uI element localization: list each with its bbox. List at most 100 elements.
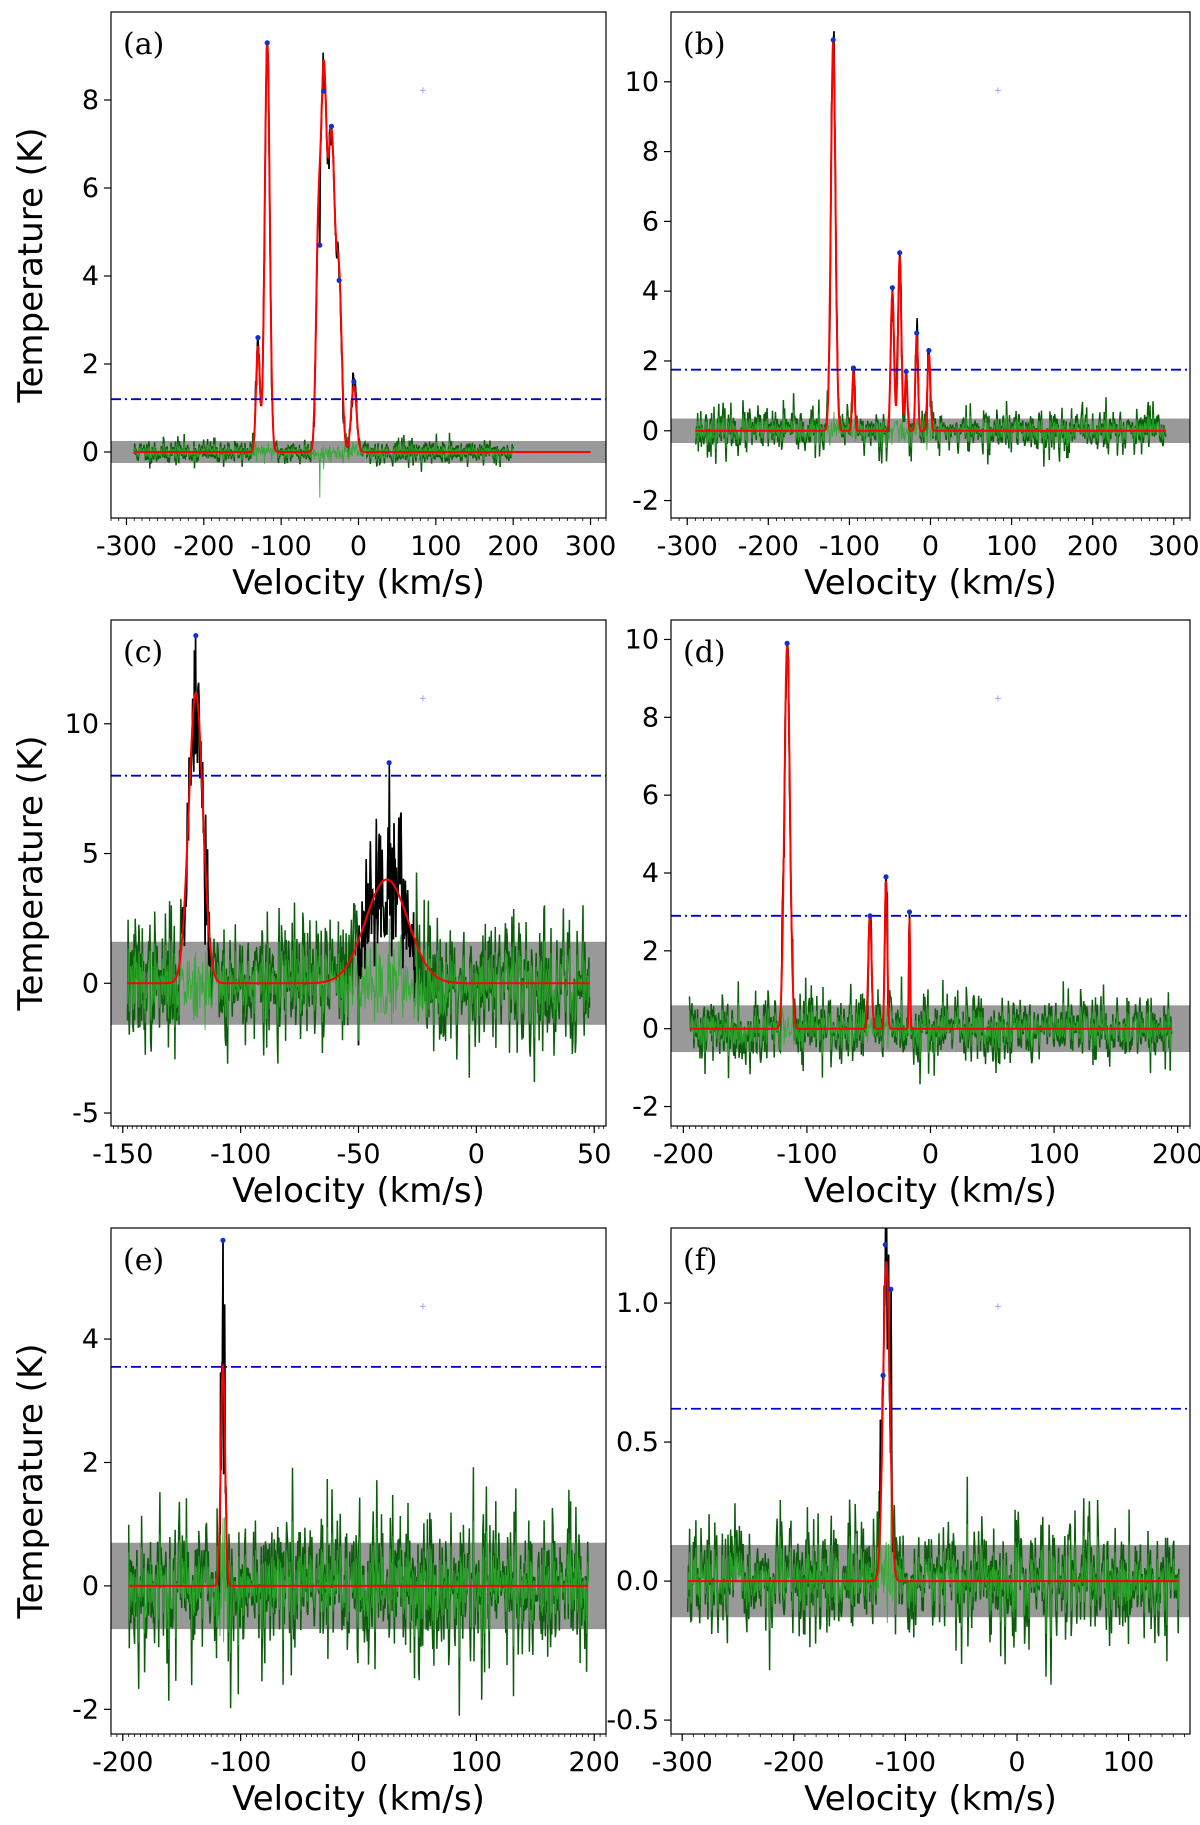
- peak-marker-a-4: [328, 123, 335, 129]
- x-tick-label-b-1: -200: [738, 531, 799, 562]
- x-tick-label-a-1: -200: [173, 531, 234, 562]
- peak-marker-e-0: [220, 1237, 226, 1243]
- emission-segment-a-1: [313, 52, 345, 428]
- panel-label-d: (d): [683, 635, 726, 670]
- peak-marker-a-6: [351, 379, 357, 385]
- x-tick-label-d-0: -200: [653, 1139, 714, 1170]
- spectrum-line-a: [133, 40, 514, 472]
- x-tick-label-a-3: 0: [350, 531, 367, 562]
- emission-segment-c-0: [181, 635, 211, 967]
- residual-line-b: [695, 410, 1167, 451]
- plot-area-a: [111, 40, 606, 498]
- peak-marker-d-1: [867, 913, 873, 919]
- fit-line-d: [689, 643, 1172, 1030]
- y-tick-label-b-2: 2: [642, 346, 659, 377]
- cursor-marker-b: [994, 87, 1001, 94]
- peak-marker-c-1: [386, 760, 392, 766]
- x-tick-label-b-0: -300: [657, 531, 718, 562]
- x-tick-label-e-3: 100: [451, 1747, 503, 1778]
- y-tick-label-a-1: 2: [82, 349, 99, 380]
- x-tick-label-c-3: 0: [468, 1139, 485, 1170]
- x-tick-label-a-6: 300: [565, 531, 617, 562]
- peak-marker-d-3: [906, 909, 913, 915]
- x-tick-label-c-4: 50: [577, 1139, 611, 1170]
- peak-marker-b-4: [903, 368, 909, 375]
- y-tick-label-d-5: 8: [642, 702, 659, 733]
- x-axis-title-d: Velocity (km/s): [804, 1171, 1057, 1211]
- fit-line-e: [128, 1364, 589, 1587]
- peak-marker-f-1: [888, 1286, 894, 1292]
- x-axis-title-a: Velocity (km/s): [232, 563, 485, 603]
- fit-line-b: [695, 40, 1166, 432]
- y-tick-label-a-0: 0: [82, 437, 99, 468]
- y-tick-label-b-3: 4: [642, 276, 659, 307]
- cursor-marker-d: [994, 695, 1001, 702]
- panel-d: -200 -100 0 100 200 -2 0 2 4 6 8 10 Velocity (km/s) (…: [625, 619, 1200, 1211]
- x-tick-label-a-0: -300: [96, 531, 157, 562]
- x-tick-label-f-0: -300: [652, 1747, 713, 1778]
- fit-line-c: [127, 691, 590, 985]
- y-tick-label-d-3: 4: [642, 858, 659, 889]
- y-tick-label-c-0: -5: [72, 1098, 99, 1129]
- plot-area-b: [671, 31, 1190, 467]
- x-tick-label-a-5: 200: [487, 531, 539, 562]
- panel-label-c: (c): [123, 635, 163, 670]
- panel-b: -300 -200 -100 0 100 200 300 -2 0 2 4 6 8 10 Velocity …: [625, 11, 1200, 603]
- x-tick-label-c-1: -100: [210, 1139, 271, 1170]
- y-tick-label-a-3: 6: [82, 173, 99, 204]
- panel-e: -200 -100 0 100 200 -2 0 2 4 Velocity (km/s) Tempe…: [11, 1227, 620, 1819]
- y-tick-label-d-2: 2: [642, 936, 659, 967]
- y-tick-label-f-2: 0.5: [616, 1427, 659, 1458]
- emission-segment-c-1: [357, 762, 417, 1046]
- y-tick-label-a-4: 8: [82, 85, 99, 116]
- x-tick-label-e-0: -200: [92, 1747, 153, 1778]
- x-tick-label-b-5: 200: [1067, 531, 1119, 562]
- spectrum-line-e: [127, 1240, 590, 1716]
- peak-marker-b-2: [889, 285, 895, 291]
- x-tick-label-b-6: 300: [1148, 531, 1200, 562]
- peak-marker-b-6: [926, 347, 932, 354]
- cursor-marker-e: [419, 1303, 426, 1310]
- x-tick-label-c-0: -150: [92, 1139, 153, 1170]
- peak-marker-f-2: [880, 1372, 886, 1378]
- x-tick-label-e-4: 200: [568, 1747, 620, 1778]
- x-tick-label-d-3: 100: [1028, 1139, 1080, 1170]
- y-axis-title-c: Temperature (K): [11, 735, 51, 1011]
- y-tick-label-e-0: -2: [72, 1694, 99, 1725]
- peak-marker-a-2: [317, 242, 323, 248]
- x-tick-label-e-1: -100: [210, 1747, 271, 1778]
- y-tick-label-e-2: 2: [82, 1447, 99, 1478]
- y-tick-label-f-3: 1.0: [616, 1288, 659, 1319]
- panel-a: -300 -200 -100 0 100 200 300 0 2 4 6 8 Velocity (km/…: [11, 11, 617, 603]
- x-tick-label-e-2: 0: [350, 1747, 367, 1778]
- panel-label-f: (f): [683, 1243, 718, 1278]
- residual-line-d: [689, 999, 1172, 1060]
- x-tick-label-f-4: 100: [1103, 1747, 1155, 1778]
- y-tick-label-b-6: 10: [625, 67, 659, 98]
- x-axis-title-b: Velocity (km/s): [804, 563, 1057, 603]
- y-tick-label-b-1: 0: [642, 416, 659, 447]
- plot-area-d: [671, 640, 1190, 1085]
- y-tick-label-d-1: 0: [642, 1014, 659, 1045]
- x-tick-label-d-4: 200: [1152, 1139, 1200, 1170]
- x-axis-title-c: Velocity (km/s): [232, 1171, 485, 1211]
- y-tick-label-f-1: 0.0: [616, 1566, 659, 1597]
- x-tick-label-b-2: -100: [819, 531, 880, 562]
- panel-label-e: (e): [123, 1243, 164, 1278]
- x-axis-title-f: Velocity (km/s): [804, 1779, 1057, 1819]
- cursor-marker-f: [994, 1303, 1001, 1310]
- y-tick-label-d-4: 6: [642, 780, 659, 811]
- peak-marker-b-5: [914, 330, 920, 336]
- y-tick-label-f-0: -0.5: [606, 1705, 659, 1736]
- cursor-marker-c: [419, 695, 426, 702]
- y-tick-label-a-2: 4: [82, 261, 99, 292]
- peak-marker-a-5: [336, 277, 342, 283]
- x-tick-label-d-1: -100: [776, 1139, 837, 1170]
- y-tick-label-d-6: 10: [625, 624, 659, 655]
- peak-marker-b-0: [830, 37, 836, 43]
- x-tick-label-c-2: -50: [336, 1139, 380, 1170]
- plot-area-f: [671, 1228, 1190, 1685]
- y-tick-label-c-3: 10: [65, 709, 99, 740]
